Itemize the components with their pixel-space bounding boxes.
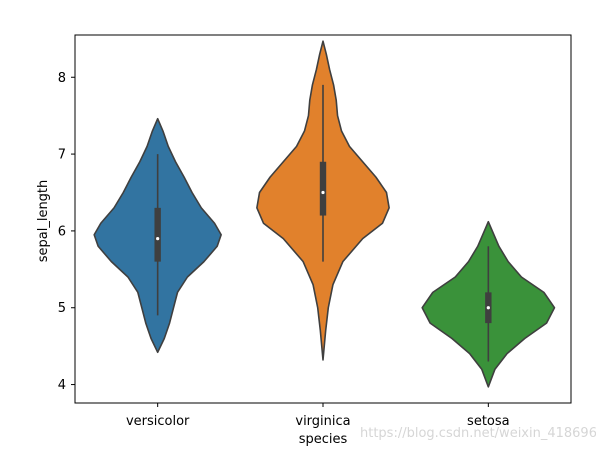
violins-layer — [93, 40, 556, 388]
x-axis-label: species — [299, 432, 348, 447]
y-tick-label: 6 — [58, 224, 66, 239]
iqr-box-versicolor — [154, 207, 161, 262]
y-tick-label: 4 — [58, 378, 66, 393]
watermark-text: https://blog.csdn.net/weixin_41869644 — [360, 426, 596, 441]
y-tick-label: 5 — [58, 301, 66, 316]
median-point-virginica — [321, 190, 325, 195]
median-point-versicolor — [156, 236, 160, 241]
y-tick-label: 8 — [58, 71, 66, 86]
y-axis-label: sepal_length — [36, 180, 51, 263]
x-tick-label: versicolor — [126, 414, 190, 429]
x-tick-label: setosa — [467, 414, 510, 429]
y-tick-label: 7 — [58, 148, 66, 163]
x-tick-label: virginica — [295, 414, 350, 429]
median-point-setosa — [486, 306, 490, 310]
y-axis: 4 5 6 7 8 — [58, 71, 75, 393]
x-axis: versicolor virginica setosa — [126, 403, 510, 429]
iqr-box-virginica — [319, 161, 327, 216]
